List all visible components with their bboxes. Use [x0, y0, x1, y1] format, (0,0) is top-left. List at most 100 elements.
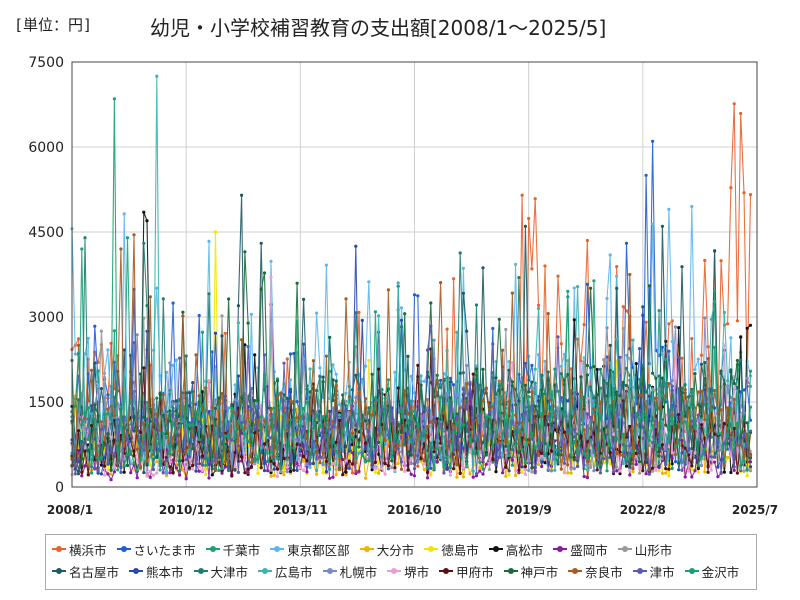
- data-point: [422, 428, 426, 432]
- data-point: [217, 409, 221, 413]
- data-point: [223, 394, 227, 398]
- data-point: [129, 471, 133, 475]
- data-point: [142, 415, 146, 419]
- data-point: [507, 400, 511, 404]
- data-point: [305, 463, 309, 467]
- data-point: [109, 435, 113, 439]
- data-point: [458, 471, 462, 476]
- data-point: [240, 455, 244, 459]
- data-point: [667, 474, 671, 478]
- data-point: [399, 410, 404, 414]
- data-point: [295, 428, 299, 432]
- data-point: [302, 416, 306, 420]
- data-point: [709, 428, 713, 432]
- data-point: [93, 466, 97, 470]
- data-point: [696, 390, 700, 394]
- data-point: [638, 347, 642, 351]
- data-point: [282, 457, 286, 461]
- data-point: [334, 465, 338, 469]
- data-point: [742, 442, 746, 446]
- legend-label: 奈良市: [585, 564, 623, 580]
- data-point: [585, 455, 590, 459]
- data-point: [530, 386, 534, 390]
- data-point: [677, 422, 681, 426]
- legend-label: 堺市: [404, 564, 430, 580]
- data-point: [654, 419, 658, 423]
- data-point: [487, 410, 492, 415]
- data-point: [683, 475, 687, 479]
- legend-item: 横浜市: [52, 541, 107, 558]
- data-point: [664, 462, 668, 466]
- data-point: [664, 433, 668, 437]
- data-point: [523, 224, 528, 228]
- data-point: [735, 471, 740, 475]
- data-point: [693, 469, 697, 473]
- legend-swatch: [439, 568, 454, 574]
- data-point: [262, 373, 267, 377]
- data-point: [618, 355, 622, 359]
- data-point: [334, 473, 338, 477]
- data-point: [194, 461, 198, 465]
- data-point: [621, 380, 625, 384]
- data-point: [119, 470, 123, 474]
- data-point: [109, 417, 113, 421]
- data-point: [406, 419, 410, 423]
- data-point: [344, 466, 348, 470]
- data-point: [399, 318, 404, 322]
- data-point: [435, 447, 439, 451]
- data-point: [233, 435, 237, 439]
- data-point: [585, 468, 590, 472]
- data-point: [337, 416, 342, 420]
- data-point: [370, 445, 374, 449]
- data-point: [288, 469, 293, 473]
- legend-label: 千葉市: [222, 542, 261, 558]
- data-point: [703, 316, 707, 320]
- data-point: [76, 414, 81, 418]
- data-point: [373, 396, 377, 400]
- data-point: [256, 471, 260, 475]
- data-point: [217, 468, 221, 473]
- data-point: [197, 450, 201, 454]
- data-point: [236, 374, 240, 378]
- data-point: [686, 448, 691, 452]
- data-point: [651, 469, 655, 473]
- data-point: [693, 451, 697, 455]
- legend-label: 広島市: [275, 564, 313, 580]
- data-point: [745, 421, 749, 425]
- data-point: [680, 386, 684, 390]
- data-point: [364, 397, 368, 401]
- data-point: [311, 439, 315, 443]
- data-point: [618, 415, 622, 419]
- data-point: [419, 383, 423, 387]
- data-point: [181, 459, 185, 463]
- data-point: [504, 391, 508, 395]
- data-point: [73, 404, 77, 408]
- data-point: [615, 265, 619, 269]
- data-point: [243, 432, 247, 436]
- data-point: [559, 410, 563, 414]
- data-point: [739, 467, 743, 471]
- data-point: [729, 454, 733, 458]
- data-point: [491, 430, 495, 434]
- data-point: [308, 411, 312, 416]
- data-point: [161, 297, 165, 301]
- legend-item: 金沢市: [684, 563, 739, 580]
- data-point: [344, 470, 348, 474]
- data-point: [210, 467, 214, 471]
- data-point: [638, 460, 642, 464]
- data-point: [103, 443, 107, 447]
- data-point: [119, 405, 123, 409]
- data-point: [80, 423, 84, 427]
- y-tick-label: 0: [55, 480, 64, 496]
- data-point: [386, 288, 390, 292]
- data-point: [233, 450, 237, 455]
- data-point: [628, 469, 632, 473]
- data-point: [315, 413, 319, 417]
- data-point: [572, 439, 576, 444]
- data-point: [517, 428, 521, 432]
- data-point: [562, 443, 567, 447]
- legend-label: 徳島市: [441, 542, 479, 558]
- data-point: [527, 468, 531, 472]
- data-point: [324, 263, 328, 267]
- data-point: [285, 357, 289, 361]
